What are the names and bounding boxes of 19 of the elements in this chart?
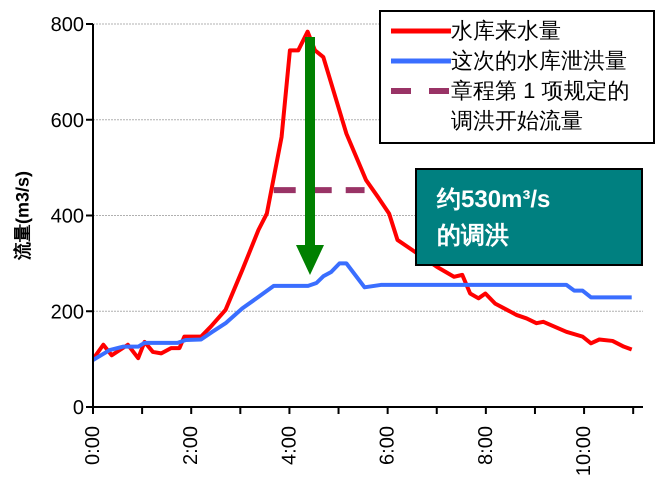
y-tick-label: 0: [72, 397, 84, 420]
x-tick-label: 4:00: [278, 426, 300, 465]
x-tick-label: 6:00: [376, 426, 399, 465]
x-tick-label: 2:00: [180, 426, 202, 465]
y-tick-label: 800: [50, 14, 84, 36]
x-tick-label: 0:00: [82, 426, 104, 465]
y-axis-title: 流量(m3/s): [12, 170, 32, 262]
y-tick-label: 400: [50, 206, 84, 228]
legend-label: 这次的水库泄洪量: [451, 47, 628, 75]
callout-box: 约530m³/s 的调洪: [415, 168, 643, 266]
legend-label: 水库来水量: [451, 17, 562, 45]
line-series: [93, 261, 634, 362]
y-tick-label: 600: [50, 110, 84, 132]
legend-label: 章程第 1 项规定的调洪开始流量: [451, 77, 630, 135]
y-tick-label: 200: [50, 301, 84, 324]
x-tick-label: 10:00: [573, 426, 596, 476]
x-tick-label: 8:00: [474, 426, 497, 465]
annotation: 的调洪: [437, 221, 510, 251]
annotation: 约530m³/s: [437, 185, 552, 215]
